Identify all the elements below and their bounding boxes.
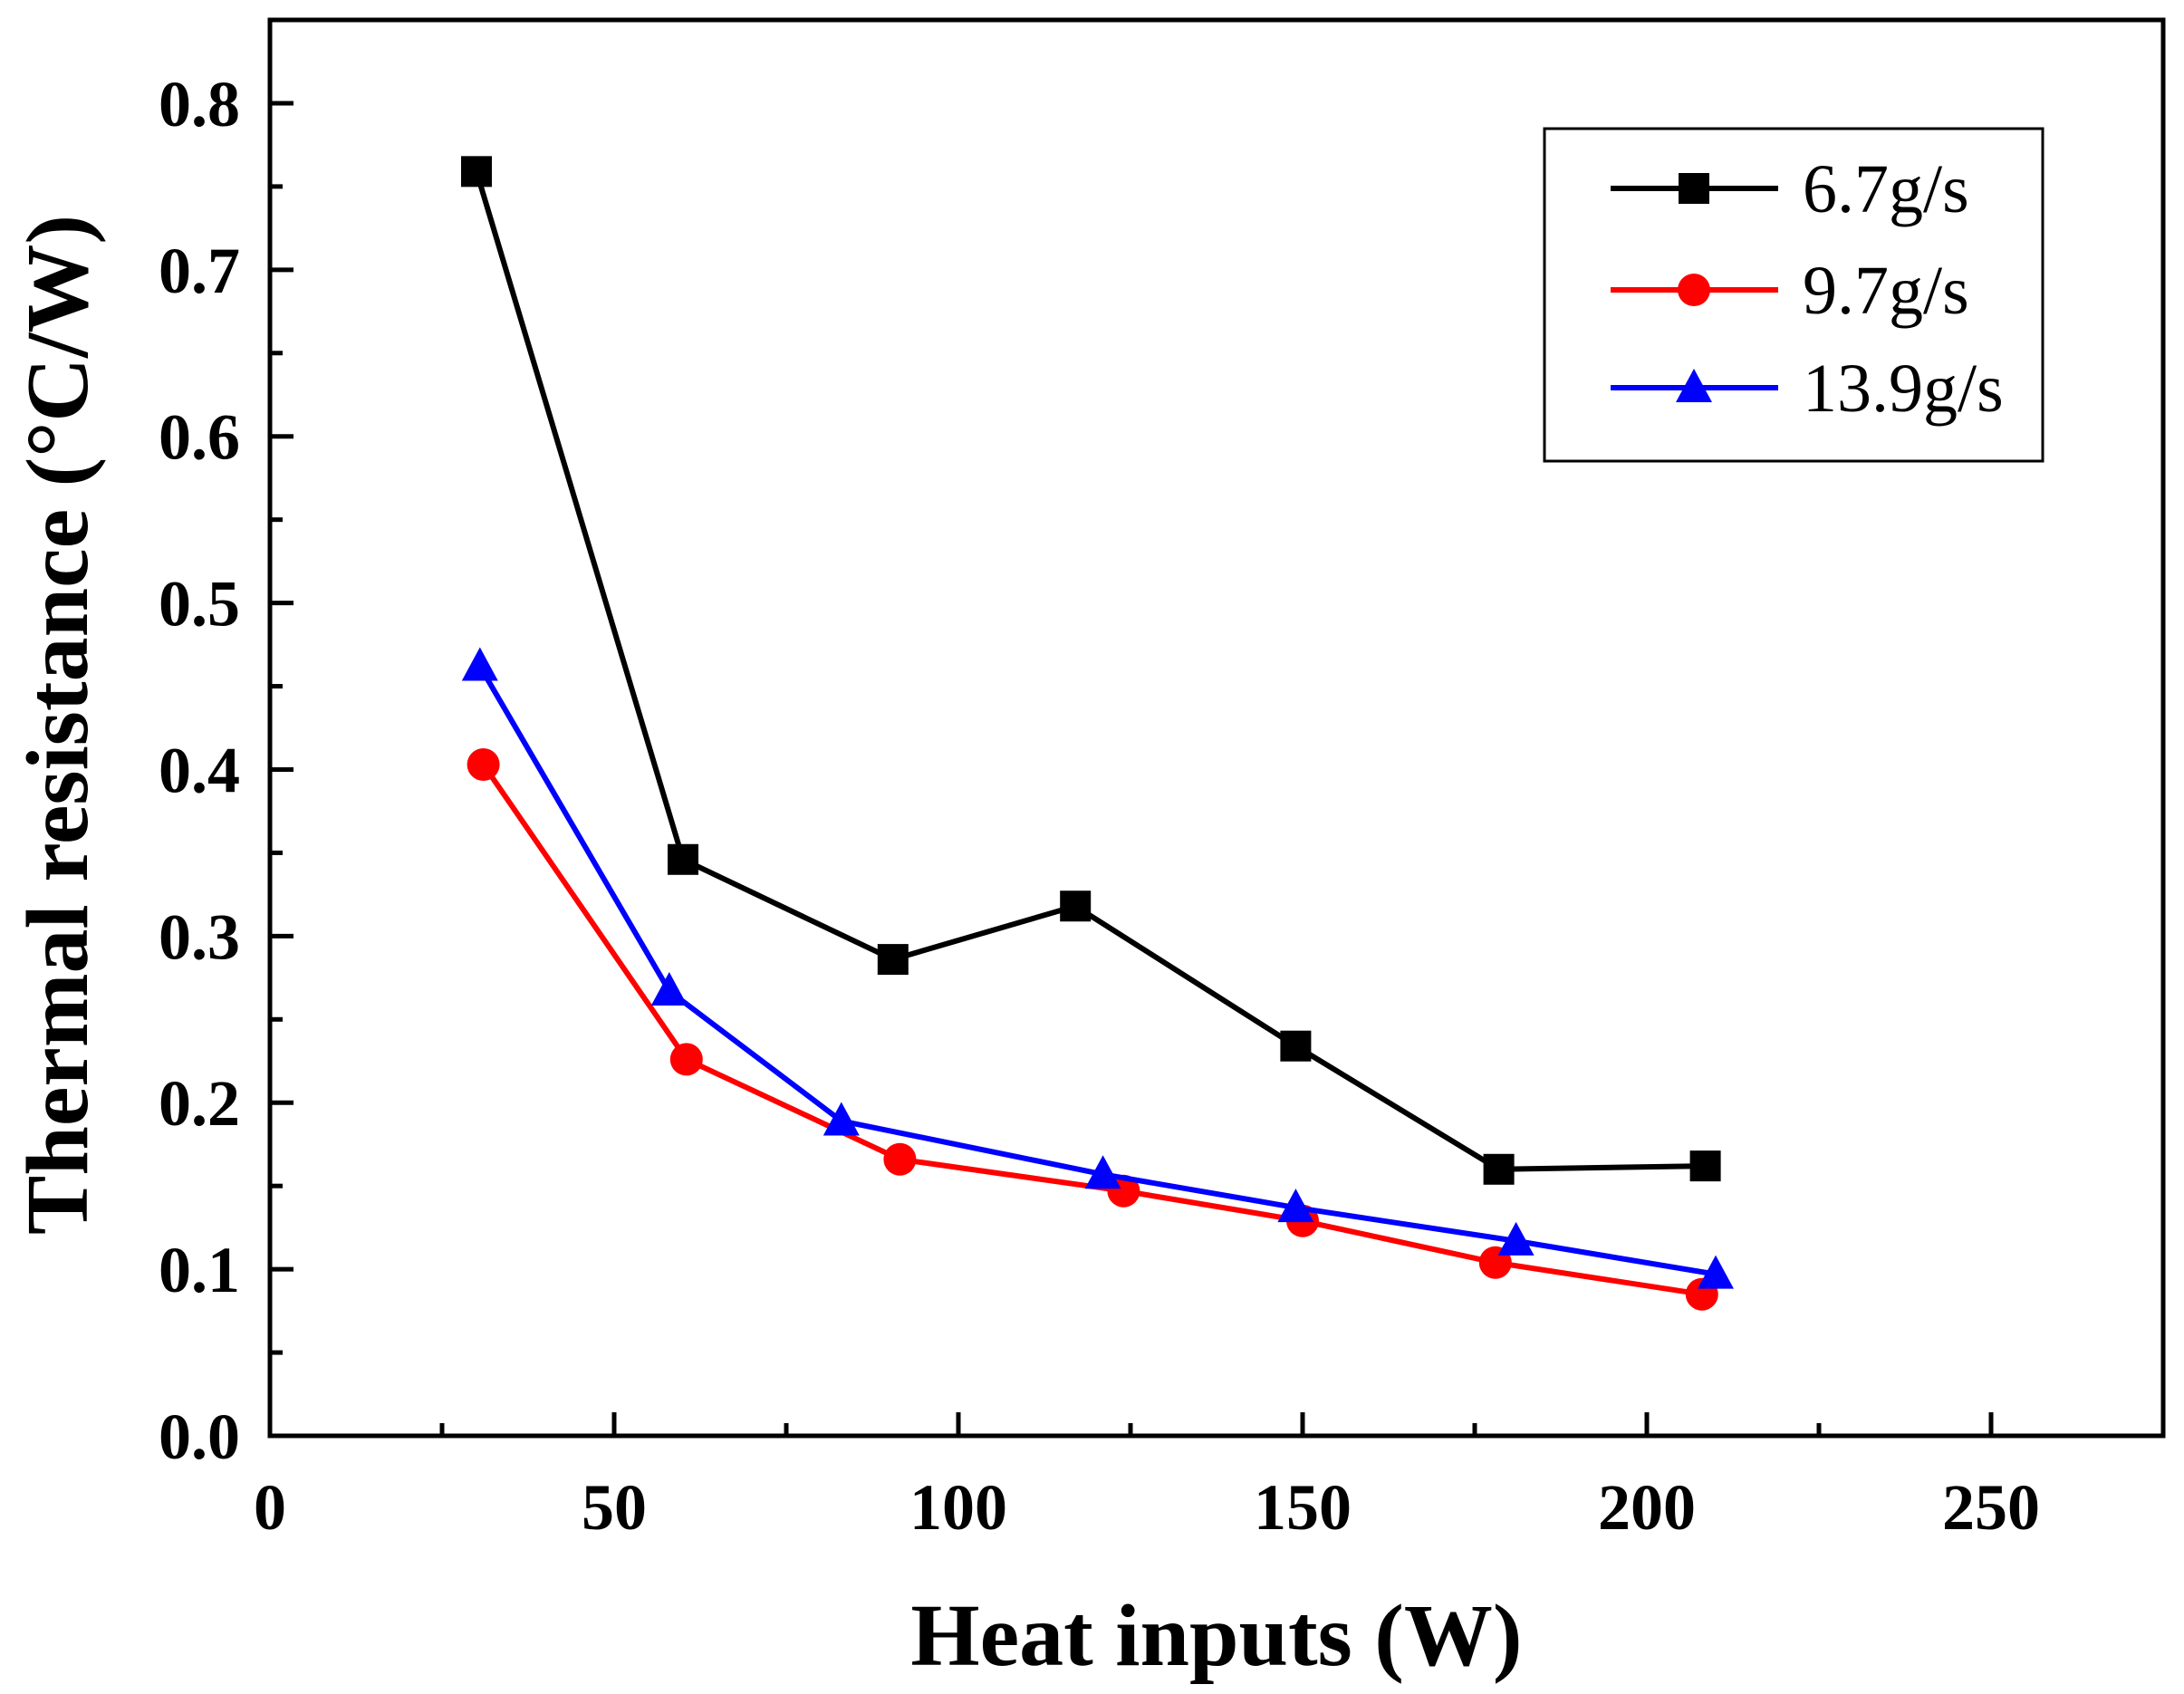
legend-entry: 9.7g/s — [1611, 253, 1969, 329]
data-point — [461, 647, 498, 681]
x-axis-title: Heat inputs (W) — [910, 1587, 1522, 1685]
series-layer — [461, 156, 1734, 1311]
legend-entry: 13.9g/s — [1611, 351, 2004, 427]
data-point — [877, 944, 909, 976]
plot-frame — [267, 17, 2166, 1439]
x-tick-label: 0 — [254, 1471, 286, 1544]
y-tick-label: 0.3 — [159, 900, 240, 973]
legend-entry: 6.7g/s — [1611, 151, 1969, 227]
data-point — [668, 843, 698, 875]
data-point — [1483, 1153, 1515, 1185]
x-tick-label: 150 — [1254, 1471, 1352, 1544]
legend-label: 6.7g/s — [1803, 151, 1969, 227]
y-tick-label: 0.8 — [159, 68, 240, 140]
data-point — [1084, 1155, 1121, 1189]
data-point — [1060, 890, 1092, 922]
data-point — [823, 1102, 860, 1136]
legend-label: 9.7g/s — [1803, 253, 1969, 329]
series-0 — [461, 156, 1721, 1185]
y-tick-label: 0.0 — [159, 1400, 240, 1473]
data-point — [1698, 1255, 1734, 1289]
data-point — [1497, 1221, 1535, 1256]
data-point — [461, 156, 492, 188]
x-tick-label: 50 — [582, 1471, 647, 1544]
data-point — [650, 972, 688, 1006]
data-point — [669, 1043, 703, 1076]
data-point — [883, 1142, 917, 1176]
legend-swatch-marker — [1676, 369, 1712, 402]
series-line — [481, 763, 1703, 1297]
y-tick-label: 0.4 — [159, 734, 240, 806]
data-point — [1689, 1150, 1721, 1182]
y-tick-label: 0.1 — [159, 1234, 240, 1306]
legend-box — [1543, 127, 2044, 463]
y-axis-title: Thermal resistance (°C/W) — [9, 215, 107, 1235]
ticks-layer: 0 50 100 150 200 250 0.0 0.1 0.2 0.3 0.4 0.5 0.6 0.7 0… — [159, 68, 2040, 1544]
y-tick-label: 0.2 — [159, 1067, 240, 1140]
legend-swatch-marker — [1679, 173, 1709, 204]
series-2 — [461, 647, 1734, 1289]
y-tick-label: 0.5 — [159, 568, 240, 640]
y-tick-label: 0.7 — [159, 235, 240, 307]
legend: 6.7g/s 9.7g/s 13.9g/s — [1543, 127, 2044, 463]
y-tick-label: 0.6 — [159, 401, 240, 474]
x-tick-label: 100 — [909, 1471, 1007, 1544]
series-1 — [467, 747, 1718, 1311]
x-tick-label: 200 — [1598, 1471, 1696, 1544]
data-point — [467, 747, 500, 781]
data-point — [1277, 1189, 1314, 1223]
legend-swatch-marker — [1678, 274, 1710, 306]
x-tick-label: 250 — [1942, 1471, 2040, 1544]
data-point — [1280, 1030, 1312, 1062]
legend-label: 13.9g/s — [1803, 351, 2004, 427]
